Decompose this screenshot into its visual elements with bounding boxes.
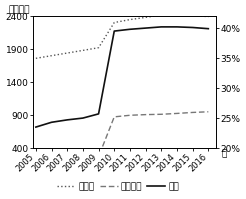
外来人口 xyxy=(191,111,194,114)
总人口 xyxy=(34,57,37,60)
比重 xyxy=(97,113,100,115)
Text: （万人）: （万人） xyxy=(9,6,30,15)
总人口 xyxy=(128,18,131,21)
比重 xyxy=(34,126,37,128)
比重 xyxy=(66,119,69,121)
总人口 xyxy=(97,47,100,49)
外来人口 xyxy=(50,166,53,168)
总人口 xyxy=(50,55,53,57)
比重 xyxy=(128,28,131,30)
外来人口 xyxy=(66,163,69,165)
外来人口 xyxy=(160,113,163,115)
Text: 年: 年 xyxy=(222,149,227,158)
比重 xyxy=(207,27,210,30)
总人口 xyxy=(81,49,84,52)
外来人口 xyxy=(34,168,37,170)
Line: 比重: 比重 xyxy=(36,27,208,127)
总人口 xyxy=(207,16,210,18)
外来人口 xyxy=(113,116,116,118)
比重 xyxy=(113,30,116,32)
总人口 xyxy=(66,52,69,54)
比重 xyxy=(160,26,163,28)
总人口 xyxy=(113,21,116,24)
Legend: 总人口, 外来人口, 比重: 总人口, 外来人口, 比重 xyxy=(54,178,183,194)
比重 xyxy=(144,27,147,29)
总人口 xyxy=(175,14,178,16)
外来人口 xyxy=(81,160,84,163)
比重 xyxy=(50,121,53,123)
总人口 xyxy=(144,16,147,19)
比重 xyxy=(191,26,194,29)
总人口 xyxy=(160,14,163,16)
外来人口 xyxy=(175,112,178,115)
Line: 总人口: 总人口 xyxy=(36,15,208,58)
外来人口 xyxy=(97,155,100,158)
比重 xyxy=(81,117,84,119)
总人口 xyxy=(191,14,194,16)
比重 xyxy=(175,26,178,28)
外来人口 xyxy=(128,114,131,116)
外来人口 xyxy=(207,111,210,113)
Line: 外来人口: 外来人口 xyxy=(36,112,208,169)
外来人口 xyxy=(144,113,147,116)
